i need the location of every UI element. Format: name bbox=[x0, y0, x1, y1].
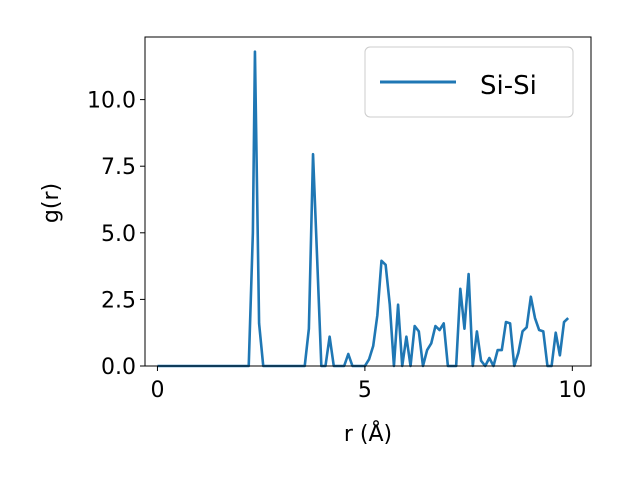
y-tick-label: 2.5 bbox=[101, 288, 136, 313]
y-tick-label: 5.0 bbox=[101, 222, 136, 247]
x-axis-label: r (Å) bbox=[344, 420, 392, 447]
y-tick-label: 10.0 bbox=[87, 89, 136, 114]
y-axis-label: g(r) bbox=[39, 183, 64, 223]
x-tick-label: 10 bbox=[558, 378, 586, 403]
y-tick-label: 0.0 bbox=[101, 355, 136, 380]
legend: Si-Si bbox=[364, 46, 574, 118]
x-tick-label: 5 bbox=[358, 378, 372, 403]
x-tick-label: 0 bbox=[150, 378, 164, 403]
x-axis: 0 5 10 bbox=[150, 366, 586, 403]
plot-area bbox=[144, 36, 592, 368]
y-axis: 0.0 2.5 5.0 7.5 10.0 bbox=[87, 89, 145, 380]
legend-label-si-si: Si-Si bbox=[480, 71, 537, 101]
axes-frame bbox=[144, 36, 592, 367]
legend-frame bbox=[364, 46, 574, 118]
y-tick-label: 7.5 bbox=[101, 155, 136, 180]
